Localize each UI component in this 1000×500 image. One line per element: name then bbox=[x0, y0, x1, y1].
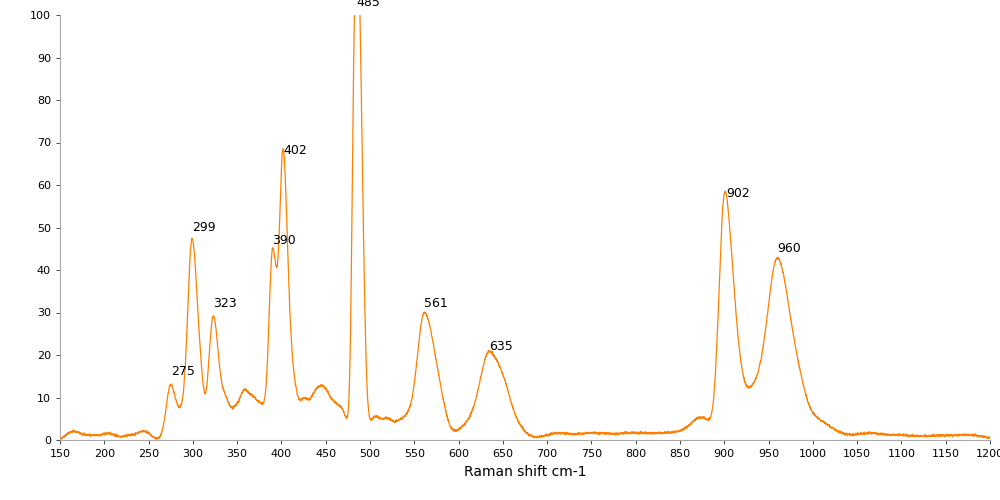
X-axis label: Raman shift cm-1: Raman shift cm-1 bbox=[464, 464, 586, 478]
Text: 960: 960 bbox=[777, 242, 801, 255]
Text: 402: 402 bbox=[283, 144, 307, 158]
Text: 635: 635 bbox=[490, 340, 513, 353]
Text: 485: 485 bbox=[357, 0, 381, 8]
Text: 390: 390 bbox=[273, 234, 296, 246]
Text: 323: 323 bbox=[213, 298, 237, 310]
Text: 299: 299 bbox=[192, 221, 216, 234]
Text: 275: 275 bbox=[171, 366, 195, 378]
Text: 561: 561 bbox=[424, 298, 448, 310]
Text: 902: 902 bbox=[726, 187, 750, 200]
